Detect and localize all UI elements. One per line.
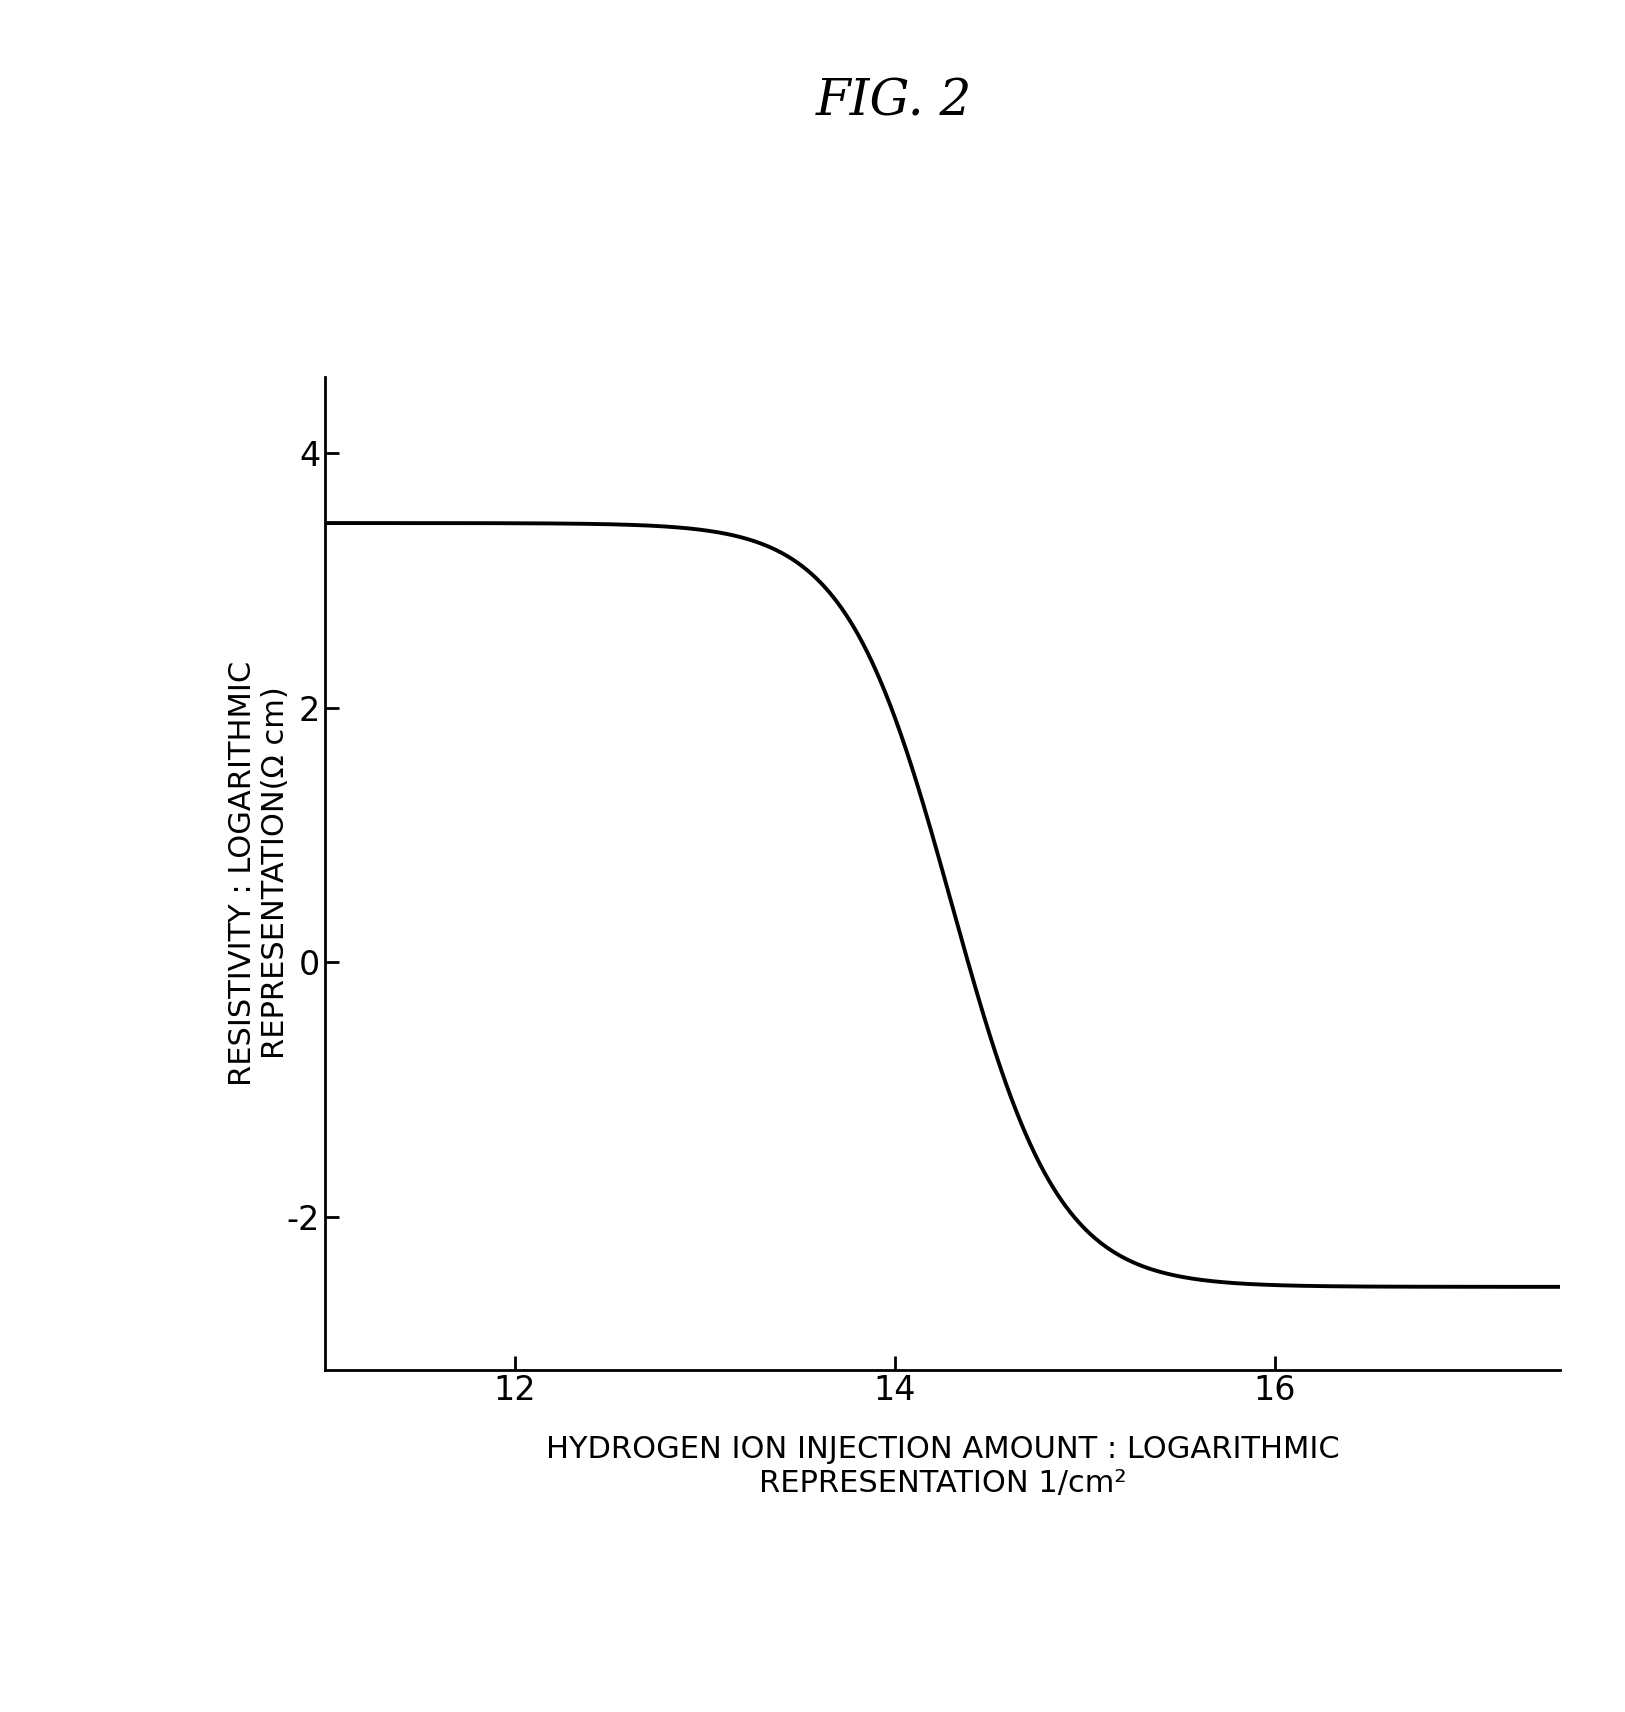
X-axis label: HYDROGEN ION INJECTION AMOUNT : LOGARITHMIC
REPRESENTATION 1/cm²: HYDROGEN ION INJECTION AMOUNT : LOGARITH… <box>546 1435 1339 1498</box>
Text: FIG. 2: FIG. 2 <box>816 77 972 127</box>
Y-axis label: RESISTIVITY : LOGARITHMIC
REPRESENTATION(Ω cm): RESISTIVITY : LOGARITHMIC REPRESENTATION… <box>228 661 291 1085</box>
